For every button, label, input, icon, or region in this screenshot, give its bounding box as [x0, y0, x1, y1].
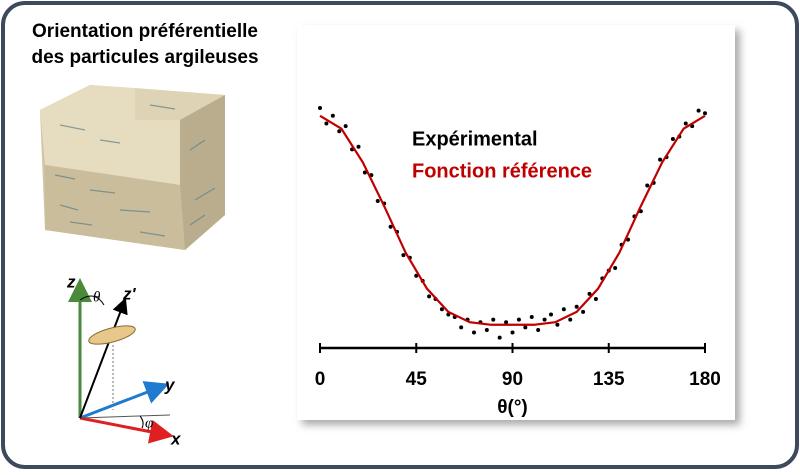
data-point	[414, 273, 419, 278]
data-point	[587, 291, 592, 296]
data-point	[497, 335, 502, 340]
axis-name: z	[66, 272, 76, 291]
data-point	[593, 296, 598, 301]
data-point	[318, 106, 322, 111]
data-point	[324, 121, 329, 126]
plot: 0 45 90 135 180 θ(°) Expérimental Fonction réfé…	[315, 106, 721, 418]
data-point	[542, 317, 547, 322]
axes-sketch	[68, 278, 174, 444]
data-point	[523, 325, 528, 330]
fit-line	[319, 114, 706, 326]
data-point	[683, 121, 688, 126]
x-tick-label: 135	[593, 369, 625, 390]
data-point	[581, 309, 586, 314]
x-tick-label: 45	[406, 369, 428, 390]
data-point	[427, 294, 432, 299]
data-point	[658, 157, 663, 162]
data-point	[388, 224, 393, 229]
data-point	[472, 330, 476, 335]
data-point	[555, 322, 560, 327]
data-point	[613, 266, 618, 271]
data-point	[459, 325, 464, 330]
plot-panel	[297, 25, 735, 420]
data-point	[504, 320, 509, 325]
data-point	[491, 317, 496, 322]
data-point	[561, 307, 566, 312]
data-point	[703, 111, 707, 116]
data-point	[362, 170, 367, 175]
axis-name: z'	[122, 284, 137, 303]
data-point	[330, 113, 335, 118]
data-point	[484, 327, 489, 332]
data-point	[574, 304, 579, 309]
x-tick-label: 0	[315, 369, 326, 390]
title-line: Orientation préférentielle	[32, 21, 258, 42]
x-axis-label: θ(°)	[497, 397, 528, 418]
data-point	[337, 129, 342, 134]
x-tick-label: 180	[689, 369, 721, 390]
data-point	[645, 183, 650, 188]
data-point	[670, 137, 675, 142]
x-tick-label: 90	[502, 369, 523, 390]
data-point	[696, 108, 701, 113]
data-point	[343, 124, 348, 129]
legend-label: Fonction référence	[412, 160, 592, 182]
legend-label: Expérimental	[412, 128, 538, 150]
data-point	[439, 307, 444, 312]
angle-name: φ	[145, 415, 153, 431]
data-point	[536, 327, 541, 332]
data-point	[510, 330, 515, 335]
title-line: des particules argileuses	[31, 47, 258, 68]
clay-block	[40, 85, 225, 250]
data-point	[516, 317, 521, 322]
axis-name: x	[170, 429, 182, 448]
data-point	[529, 315, 534, 320]
data-point	[375, 198, 380, 203]
data-point	[401, 253, 406, 258]
data-point	[356, 144, 361, 149]
data-point	[549, 312, 553, 317]
data-point	[568, 317, 573, 322]
axis-name: y	[164, 375, 176, 394]
angle-name: θ	[93, 289, 101, 305]
